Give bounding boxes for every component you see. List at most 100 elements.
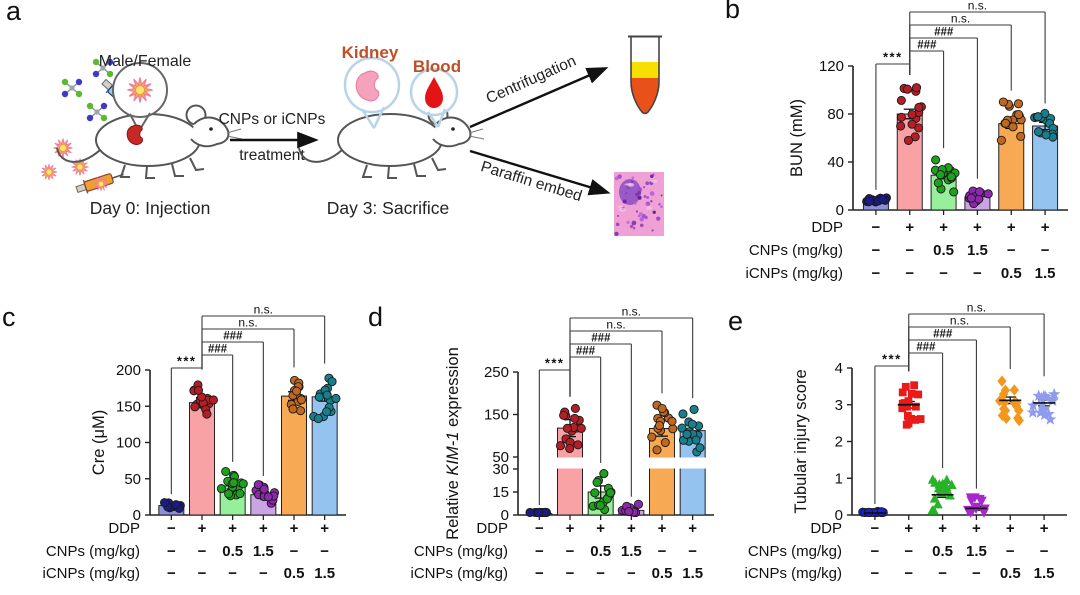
sig-label: n.s. <box>622 305 641 319</box>
sig-label: n.s. <box>254 303 273 317</box>
dose-value: − <box>566 543 575 560</box>
panel-a-schematic: Male/Female Day 0: Injection CNPs or iCN… <box>40 35 664 237</box>
dose-value: + <box>905 219 914 236</box>
histology-image <box>614 172 664 237</box>
dose-value: − <box>872 242 881 259</box>
data-points <box>525 400 705 518</box>
dose-value: + <box>259 520 268 537</box>
dose-row-label: DDP <box>476 520 508 537</box>
sig-label: *** <box>882 352 902 367</box>
bars <box>862 113 1059 211</box>
dose-value: + <box>627 520 636 537</box>
sig-label: n.s. <box>951 12 970 26</box>
svg-text:50: 50 <box>492 449 509 466</box>
dose-value: − <box>871 543 880 560</box>
sig-label: ### <box>576 346 596 358</box>
dose-value: − <box>938 565 947 582</box>
panel-d-label: d <box>368 302 384 332</box>
dose-value: + <box>320 520 329 537</box>
svg-text:250: 250 <box>484 364 509 381</box>
svg-text:0: 0 <box>501 507 509 524</box>
dose-value: + <box>1040 520 1049 537</box>
dose-value: 0.5 <box>222 543 243 560</box>
dose-value: − <box>167 520 176 537</box>
dose-value: − <box>566 565 575 582</box>
dose-table: DDP − + + + + +CNPs (mg/kg) − −0.5 1.5− −iCNPs (mg… <box>744 515 1055 582</box>
svg-text:100: 100 <box>116 435 141 452</box>
dose-row-label: DDP <box>108 520 140 537</box>
dose-value: − <box>871 520 880 537</box>
dose-value: 0.5 <box>590 543 611 560</box>
dose-value: − <box>198 565 207 582</box>
dose-value: + <box>290 520 299 537</box>
panel-e-label: e <box>728 306 744 336</box>
bar-group-5 <box>281 395 307 516</box>
dose-value: 0.5 <box>932 543 953 560</box>
sig-label: *** <box>177 354 197 369</box>
svg-text:50: 50 <box>124 471 141 488</box>
centrifugation-arrow <box>469 67 609 129</box>
sig-label: n.s. <box>950 314 969 328</box>
panel-a: a <box>0 0 720 300</box>
dose-row-label: iCNPs (mg/kg) <box>745 265 843 282</box>
axis-break-band <box>519 457 714 469</box>
svg-text:120: 120 <box>819 58 844 75</box>
significance-brackets: ***######n.s.n.s. <box>875 0 1046 190</box>
dose-value: − <box>228 565 237 582</box>
dose-value: 1.5 <box>621 543 642 560</box>
day0-label: Day 0: Injection <box>90 198 211 218</box>
dose-row-label: iCNPs (mg/kg) <box>410 565 508 582</box>
dose-value: − <box>320 543 329 560</box>
y-axis-label: Cre (μM) <box>90 410 108 475</box>
sig-label: n.s. <box>606 318 625 332</box>
dose-value: − <box>167 543 176 560</box>
dose-value: + <box>198 520 207 537</box>
dose-value: − <box>535 520 544 537</box>
dose-value: − <box>1041 242 1050 259</box>
dose-value: 1.5 <box>966 543 987 560</box>
sig-label: n.s. <box>967 301 986 315</box>
bar-group-2 <box>189 402 215 516</box>
dose-value: − <box>1007 242 1016 259</box>
mean-lines <box>863 399 1056 514</box>
dose-value: − <box>1040 543 1049 560</box>
kidney-organ-icon <box>126 124 143 145</box>
blood-label: Blood <box>413 57 461 76</box>
sig-label: ### <box>933 329 953 341</box>
sig-label: ### <box>591 333 611 345</box>
paraffin-arrow <box>469 149 611 196</box>
dose-value: + <box>904 520 913 537</box>
dose-table: DDP − + + + + +CNPs (mg/kg) − −0.5 1.5− −iCNPs (mg… <box>42 515 335 582</box>
sig-label: ### <box>223 331 243 343</box>
dose-value: 0.5 <box>284 565 305 582</box>
dose-table: DDP − + + + + +CNPs (mg/kg) − −0.5 1.5− −iCNPs (mg… <box>410 515 703 582</box>
dose-value: − <box>939 265 948 282</box>
dose-value: − <box>627 565 636 582</box>
svg-text:15: 15 <box>492 484 509 501</box>
sig-label: n.s. <box>238 316 257 330</box>
svg-text:0: 0 <box>133 507 141 524</box>
dose-table: DDP − + + + + +CNPs (mg/kg) − −0.5 1.5− −iCNPs (mg… <box>745 210 1056 282</box>
svg-text:4: 4 <box>835 360 843 377</box>
significance-brackets: ***######n.s.n.s. <box>874 301 1045 504</box>
dose-value: + <box>1041 219 1050 236</box>
dose-row-label: CNPs (mg/kg) <box>46 543 140 560</box>
blood-drop-icon <box>425 77 443 108</box>
dose-row-label: iCNPs (mg/kg) <box>42 565 140 582</box>
svg-text:150: 150 <box>484 407 509 424</box>
svg-text:3: 3 <box>835 397 843 414</box>
dose-value: + <box>939 219 948 236</box>
sig-label: ### <box>916 342 936 354</box>
panel-d: d 0 15 30 50 150 250 Relative KIM-1 expression… <box>350 300 722 595</box>
dose-row-label: CNPs (mg/kg) <box>414 543 508 560</box>
dose-value: − <box>904 565 913 582</box>
panel-b: b 0 40 80 120 BUN (mM) *** ### ### n.s. n.s. DDP − +… <box>715 0 1080 300</box>
dose-value: − <box>688 543 697 560</box>
sig-label: ### <box>934 27 954 39</box>
dose-value: − <box>658 543 667 560</box>
kidney-balloon <box>343 56 401 129</box>
dose-value: − <box>535 565 544 582</box>
sig-label: ### <box>917 40 937 52</box>
